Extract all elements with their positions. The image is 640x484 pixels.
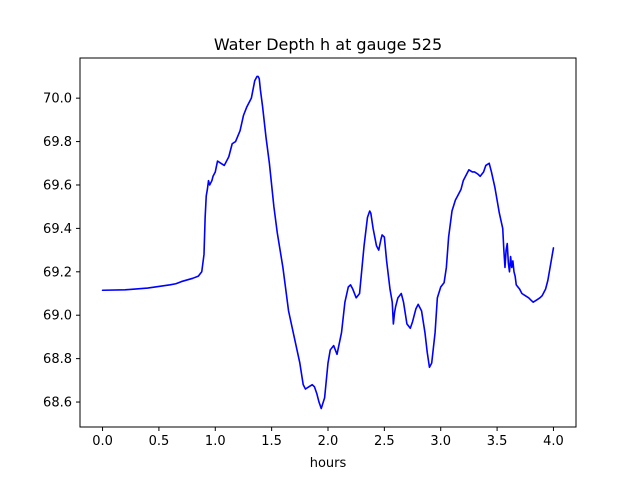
chart-title: Water Depth h at gauge 525 <box>214 35 442 54</box>
x-tick-label: 2.5 <box>374 434 395 449</box>
x-tick-label: 1.5 <box>261 434 282 449</box>
x-tick-label: 4.0 <box>543 434 564 449</box>
x-tick-label: 0.5 <box>149 434 170 449</box>
y-axis-ticks: 68.6 68.8 69.0 69.2 69.4 69.6 69.8 70.0 <box>43 92 80 411</box>
y-tick-label: 70.0 <box>43 92 72 107</box>
y-tick-label: 69.6 <box>43 178 72 193</box>
x-tick-label: 3.0 <box>430 434 451 449</box>
x-axis-label: hours <box>310 456 347 471</box>
y-tick-label: 68.6 <box>43 396 72 411</box>
y-tick-label: 69.2 <box>43 265 72 280</box>
x-tick-label: 3.5 <box>487 434 508 449</box>
y-tick-label: 69.4 <box>43 222 72 237</box>
series-line-0 <box>101 75 555 410</box>
y-tick-label: 69.8 <box>43 135 72 150</box>
x-tick-label: 1.0 <box>205 434 226 449</box>
x-tick-label: 2.0 <box>318 434 339 449</box>
x-tick-label: 0.0 <box>92 434 113 449</box>
x-axis-ticks: 0.0 0.5 1.0 1.5 2.0 2.5 3.0 3.5 4.0 <box>92 427 564 449</box>
y-tick-label: 69.0 <box>43 309 72 324</box>
y-tick-label: 68.8 <box>43 352 72 367</box>
